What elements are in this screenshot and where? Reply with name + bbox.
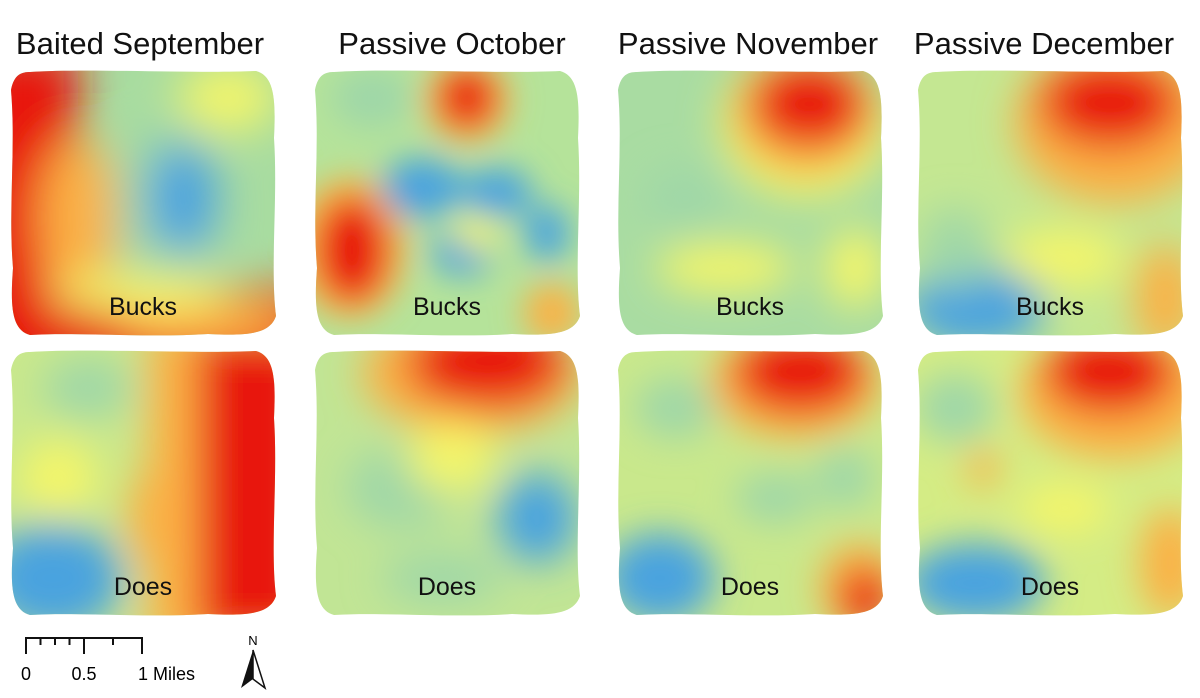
- density-surface: [315, 350, 580, 616]
- heatmap-bucks-passive-october: Bucks: [312, 68, 582, 338]
- panel-label-does: Does: [417, 573, 477, 601]
- scale-bar-label-0: 0: [21, 664, 31, 684]
- heatmap-bucks-passive-november: Bucks: [615, 68, 885, 338]
- column-title-passive-november: Passive November: [617, 26, 879, 61]
- column-title-passive-december: Passive December: [913, 26, 1175, 61]
- panel-label-bucks: Bucks: [1015, 293, 1085, 321]
- heatmap-does-baited-september: Does: [8, 348, 278, 618]
- density-surface: [918, 350, 1183, 616]
- panel-label-does: Does: [113, 573, 173, 601]
- column-title-passive-october: Passive October: [338, 26, 566, 61]
- scale-bar-label-half: 0.5: [71, 664, 96, 684]
- heatmap-does-passive-december: Does: [915, 348, 1185, 618]
- panel-label-does: Does: [1020, 573, 1080, 601]
- density-surface: [11, 350, 276, 616]
- panel-label-bucks: Bucks: [412, 293, 482, 321]
- density-surface: [11, 70, 276, 336]
- scale-bar-label-1: 1 Miles: [138, 664, 195, 684]
- scale-bar: 0 0.5 1 Miles: [21, 637, 195, 684]
- panel-label-bucks: Bucks: [715, 293, 785, 321]
- heatmap-bucks-passive-december: Bucks: [915, 68, 1185, 338]
- heatmap-does-passive-october: Does: [312, 348, 582, 618]
- panel-label-bucks: Bucks: [108, 293, 178, 321]
- heatmap-bucks-baited-september: Bucks: [8, 68, 278, 338]
- panel-label-does: Does: [720, 573, 780, 601]
- north-label: N: [248, 633, 257, 648]
- density-surface: [918, 70, 1183, 336]
- scale-bar-line: [25, 637, 143, 654]
- density-surface: [618, 70, 883, 336]
- density-surface: [315, 70, 580, 336]
- north-arrow-icon: N: [241, 633, 267, 691]
- density-surface: [618, 350, 883, 616]
- heatmap-does-passive-november: Does: [615, 348, 885, 618]
- column-title-baited-september: Baited September: [15, 26, 265, 61]
